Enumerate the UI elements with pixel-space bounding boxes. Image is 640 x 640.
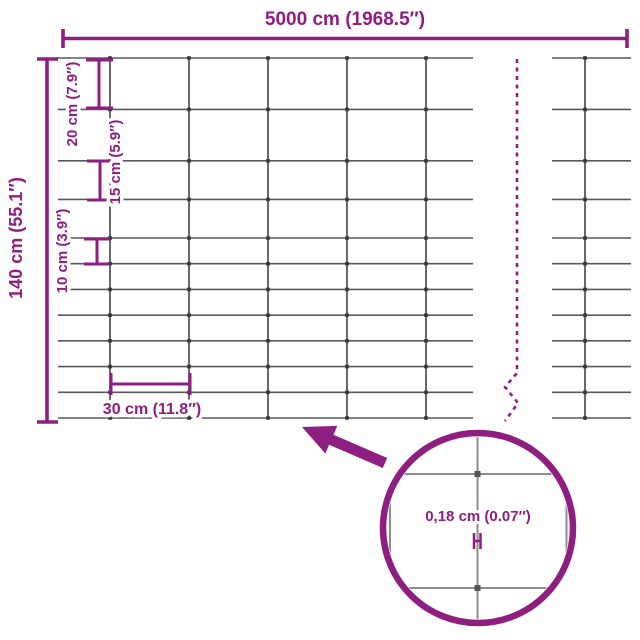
mesh-wire-knot: [187, 364, 191, 369]
mesh-wire-knot: [583, 339, 587, 343]
mesh-wire-knot: [266, 313, 270, 317]
mesh-wire-knot: [266, 107, 270, 112]
mesh-wire-knot: [424, 159, 428, 163]
wire-thickness-marker: [472, 533, 482, 549]
row-spacing-20-label: 20 cm (7.9″): [64, 62, 81, 147]
mesh-wire-knot: [345, 390, 349, 395]
height-dimension-label: 140 cm (55.1″): [6, 177, 26, 299]
zoom-arrow-icon: [302, 425, 388, 468]
mesh-wire-knot: [266, 339, 270, 343]
mesh-wire-knot: [187, 416, 191, 420]
mesh-wire-knot: [583, 107, 587, 112]
mesh-wire-knot: [424, 197, 428, 202]
mesh-wire-knot: [108, 56, 112, 60]
mesh-wire-knot: [266, 287, 270, 292]
mesh-wire-knot: [424, 416, 428, 420]
mesh-wire-knot: [266, 56, 270, 60]
row-spacing-20-bracket: [86, 58, 113, 110]
mesh-wire-knot: [266, 236, 270, 240]
mesh-wire-knot: [583, 313, 587, 317]
row-spacing-15-bracket: [87, 159, 113, 202]
mesh-wire-knot: [345, 287, 349, 292]
mesh-wire-knot: [108, 416, 112, 420]
mesh-wire-knot: [583, 364, 587, 369]
mesh-wire-knot: [583, 416, 587, 420]
mesh-wire-knot: [583, 390, 587, 395]
mesh-wire-knot: [266, 390, 270, 395]
mesh-wire-knot: [266, 364, 270, 369]
column-spacing-label: 30 cm (11.8″): [103, 401, 201, 418]
mesh-wire-knot: [583, 287, 587, 292]
mesh-wire-knot: [108, 313, 112, 317]
mesh-wire-knot: [108, 339, 112, 343]
wire-thickness-label: 0,18 cm (0.07″): [425, 508, 531, 525]
mesh-wire-knot: [345, 261, 349, 266]
row-spacing-10-label: 10 cm (3.9″): [54, 209, 71, 294]
mesh-wire-knot: [583, 236, 587, 240]
mesh-wire-knot: [424, 339, 428, 343]
mesh-wire-knot: [345, 159, 349, 163]
row-spacing-10-bracket: [84, 237, 110, 266]
mesh-wire-knot: [187, 261, 191, 266]
row-spacing-15-label: 15 cm (5.9″): [107, 120, 124, 205]
mesh-wire-knot: [424, 364, 428, 369]
column-spacing-bracket: [109, 373, 192, 395]
mesh-wire-knot: [266, 416, 270, 420]
magnifier-circle: 0,18 cm (0.07″): [379, 429, 577, 627]
fence-mesh: [58, 56, 631, 420]
mesh-wire-knot: [583, 261, 587, 266]
mesh-wire-knot: [424, 107, 428, 112]
mesh-wire-knot: [424, 287, 428, 292]
mesh-wire-knot: [424, 261, 428, 266]
mesh-wire-knot: [345, 364, 349, 369]
mesh-wire-knot: [345, 236, 349, 240]
mesh-wire-knot: [187, 107, 191, 112]
mesh-wire-knot: [345, 197, 349, 202]
mesh-wire-knot: [345, 416, 349, 420]
mesh-wire-knot: [424, 236, 428, 240]
mesh-wire-knot: [187, 287, 191, 292]
mesh-wire-knot: [187, 339, 191, 343]
mesh-wire-knot: [583, 56, 587, 60]
mesh-wire-knot: [266, 197, 270, 202]
width-dimension-line: [61, 29, 629, 48]
mesh-wire-knot: [345, 339, 349, 343]
mesh-wire-knot: [424, 313, 428, 317]
mesh-wire-knot: [108, 287, 112, 292]
mesh-wire-knot: [424, 390, 428, 395]
mesh-wire-knot: [583, 159, 587, 163]
mesh-wire-knot: [345, 107, 349, 112]
mesh-wire-knot: [187, 197, 191, 202]
mesh-wire-knot: [187, 159, 191, 163]
mesh-wire-knot: [108, 364, 112, 369]
mesh-wire-knot: [187, 236, 191, 240]
mesh-wire-knot: [345, 56, 349, 60]
mesh-wire-knot: [266, 159, 270, 163]
continuation-dashed-line: [503, 59, 520, 422]
mesh-wire-knot: [345, 313, 349, 317]
mesh-wire-knot: [583, 197, 587, 202]
mesh-wire-knot: [266, 261, 270, 266]
height-dimension-line: [37, 57, 58, 424]
width-dimension-label: 5000 cm (1968.5″): [265, 9, 425, 30]
mesh-wire-knot: [424, 56, 428, 60]
mesh-wire-knot: [187, 56, 191, 60]
mesh-wire-knot: [187, 313, 191, 317]
